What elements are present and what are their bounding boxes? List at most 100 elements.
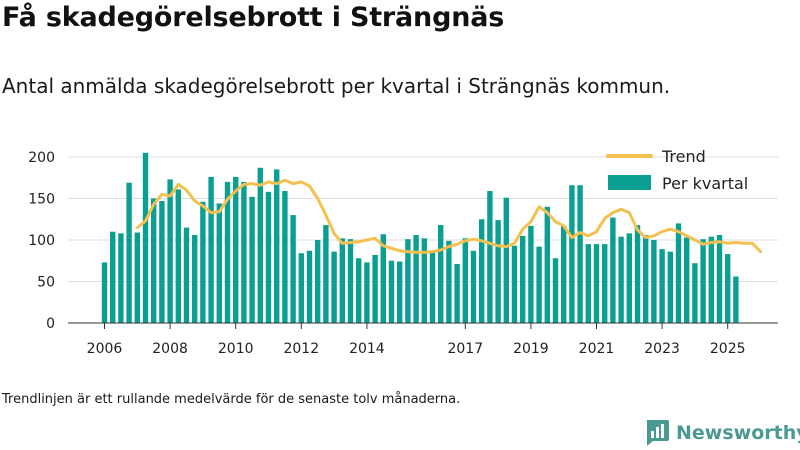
bar [470,250,477,323]
bar [118,233,124,323]
bar [593,244,600,323]
bar [438,225,444,323]
bar [315,240,321,323]
bar [306,250,313,323]
y-tick-label: 50 [37,275,55,291]
brand-name: Newsworthy [676,422,800,444]
legend: Trend Per kvartal [606,147,748,193]
x-tick-label: 2008 [152,341,188,357]
bar [544,206,550,323]
bar [610,217,616,323]
bar [602,244,608,323]
bar [454,264,460,323]
legend-swatch-per-kvartal [608,175,651,190]
bar [142,152,149,323]
bar [192,235,198,323]
bar [495,220,501,323]
bar [323,225,329,323]
bar [659,249,665,323]
x-tick-label: 2006 [87,341,123,357]
x-tick-label: 2023 [644,341,680,357]
bar [405,239,411,323]
bar [667,251,673,323]
footnote: Trendlinjen är ett rullande medelvärde f… [2,392,461,407]
bar [339,238,345,323]
bar [290,215,296,323]
x-tick-label: 2025 [710,341,746,357]
axes: 0 50 100 150 200 2006 2008 2010 2012 2014 2017 2019… [28,150,778,357]
bar [216,203,222,323]
y-tick-label: 0 [46,316,55,332]
trend-series [135,178,762,254]
x-tick-label: 2017 [447,341,483,357]
bar [552,258,559,323]
bar [241,181,247,323]
bar [167,179,173,323]
bar [372,254,378,323]
bar [356,258,362,323]
bar [684,237,690,323]
y-tick-label: 200 [28,150,55,166]
bar [249,196,255,323]
bar [643,235,649,323]
x-tick-label: 2010 [218,341,254,357]
bar [151,198,157,323]
bar [175,189,181,323]
bar [126,182,132,323]
bar [380,234,386,323]
bar [634,225,641,323]
bar [700,239,706,323]
bar [388,260,395,323]
bar [101,262,108,323]
bar [298,253,304,323]
bar [692,263,698,323]
bar [528,225,534,323]
bar [397,261,403,323]
y-tick-label: 150 [28,192,55,208]
bar [257,167,263,323]
bar [577,185,583,323]
bar [233,176,239,323]
bar [200,201,206,323]
bar [618,236,624,323]
bar [733,276,739,323]
bar [487,191,493,323]
bar [282,191,288,323]
bar [446,240,452,323]
bar [561,225,567,323]
newsworthy-logo-icon [646,420,669,446]
bar [183,227,190,323]
bar [331,251,337,323]
bar [511,245,518,323]
bar [708,236,714,323]
bar [520,235,526,323]
bar [110,231,116,323]
bar [585,244,591,323]
bar [413,235,419,323]
bar [626,233,632,323]
bar [675,223,682,323]
brand-logo: Newsworthy [644,419,800,447]
bar [725,254,731,323]
bar [265,191,272,323]
page-title: Få skadegörelsebrott i Strängnäs [2,2,505,33]
bar [503,197,509,323]
trend-line [135,178,762,254]
bar [536,246,542,323]
bar [364,262,370,323]
x-tick-label: 2021 [579,341,615,357]
legend-label-per-kvartal: Per kvartal [662,174,748,193]
bar [347,239,354,323]
bar [421,238,427,323]
legend-label-trend: Trend [661,147,706,166]
bar-series [101,152,739,323]
bar [429,250,436,323]
bar [208,176,214,323]
bar [134,232,140,323]
bar [569,185,575,323]
page-subtitle: Antal anmälda skadegörelsebrott per kvar… [2,74,671,98]
bar [479,219,485,323]
bar [651,240,657,323]
x-tick-label: 2019 [513,341,549,357]
